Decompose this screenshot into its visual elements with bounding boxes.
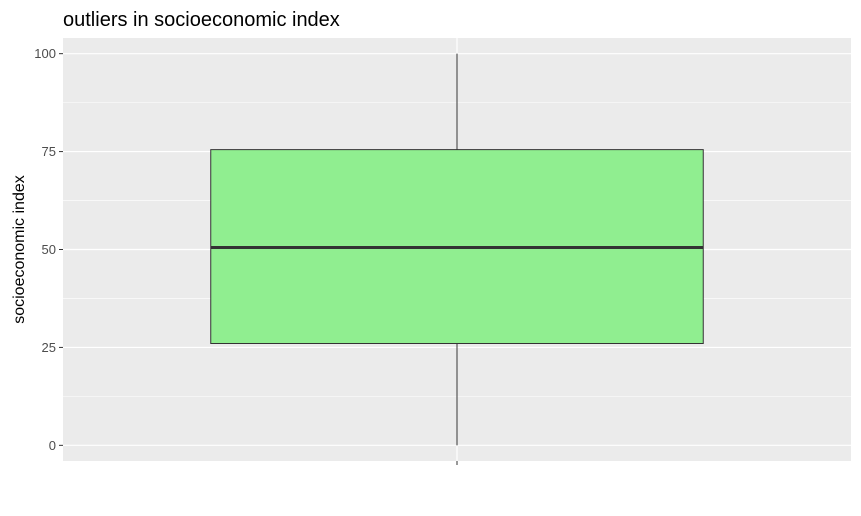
y-tick-label: 0 <box>49 438 56 453</box>
y-tick-label: 50 <box>42 242 56 257</box>
box <box>210 53 704 446</box>
y-axis-label: socioeconomic index <box>11 175 28 324</box>
y-tick-label: 100 <box>34 46 56 61</box>
y-tick-label: 25 <box>42 340 56 355</box>
y-tick-label: 75 <box>42 144 56 159</box>
boxes <box>210 53 704 446</box>
chart-title: outliers in socioeconomic index <box>63 9 340 31</box>
y-axis: 0 25 50 75 100 <box>34 46 63 453</box>
